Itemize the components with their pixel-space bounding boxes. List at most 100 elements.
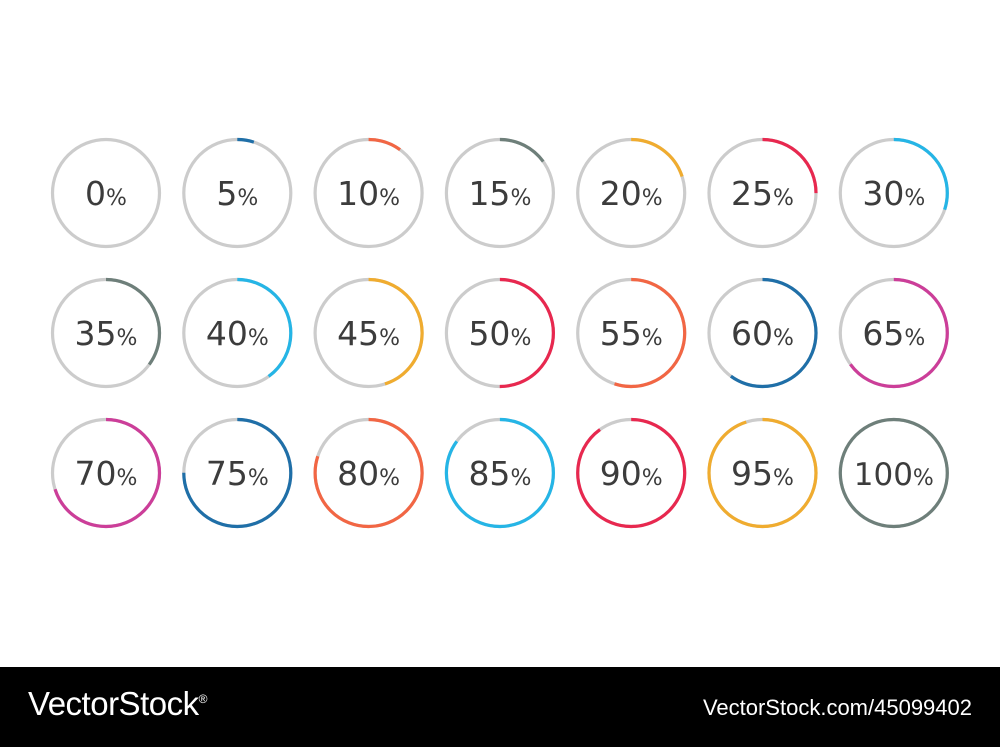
progress-ring-0: 0% xyxy=(50,137,162,249)
ring-label: 65% xyxy=(862,314,925,353)
ring-percent-sign: % xyxy=(773,326,794,351)
ring-percent-sign: % xyxy=(904,326,925,351)
ring-value: 0 xyxy=(85,174,106,213)
ring-percent-sign: % xyxy=(642,186,663,211)
ring-label: 60% xyxy=(731,314,794,353)
ring-progress-arc xyxy=(576,277,687,389)
watermark-footer: VectorStock® VectorStock.com/45099402 xyxy=(0,667,1000,747)
progress-ring-5: 5% xyxy=(182,137,293,249)
progress-ring-95: 95% xyxy=(707,417,818,529)
ring-label: 10% xyxy=(337,174,400,213)
progress-ring-85: 85% xyxy=(444,417,555,529)
ring-label: 45% xyxy=(337,314,400,353)
progress-ring-50: 50% xyxy=(444,277,555,389)
ring-label: 90% xyxy=(600,454,663,493)
ring-percent-sign: % xyxy=(379,326,400,351)
ring-value: 15 xyxy=(468,174,510,213)
ring-label: 75% xyxy=(206,454,269,493)
progress-ring-40: 40% xyxy=(182,277,293,389)
ring-label: 15% xyxy=(468,174,531,213)
ring-label: 95% xyxy=(731,454,794,493)
ring-value: 30 xyxy=(862,174,904,213)
ring-percent-sign: % xyxy=(510,186,531,211)
progress-ring-100: 100% xyxy=(838,417,949,529)
ring-progress-arc xyxy=(707,137,818,249)
ring-label: 30% xyxy=(862,174,925,213)
ring-percent-sign: % xyxy=(642,326,663,351)
ring-progress-arc xyxy=(50,417,162,529)
progress-ring-35: 35% xyxy=(50,277,162,389)
brand-name: VectorStock xyxy=(28,685,199,722)
ring-value: 55 xyxy=(600,314,642,353)
ring-label: 5% xyxy=(216,174,258,213)
ring-value: 50 xyxy=(468,314,510,353)
ring-percent-sign: % xyxy=(117,466,138,491)
ring-percent-sign: % xyxy=(117,326,138,351)
ring-label: 100% xyxy=(854,457,934,493)
ring-value: 40 xyxy=(206,314,248,353)
ring-label: 40% xyxy=(206,314,269,353)
brand-mark: ® xyxy=(198,692,208,706)
progress-ring-80: 80% xyxy=(313,417,424,529)
ring-progress-arc xyxy=(838,417,949,529)
progress-ring-55: 55% xyxy=(576,277,687,389)
ring-progress-arc xyxy=(313,417,424,529)
ring-value: 5 xyxy=(216,174,237,213)
ring-value: 70 xyxy=(75,454,117,493)
ring-progress-arc xyxy=(182,417,293,529)
ring-value: 100 xyxy=(854,457,913,493)
ring-progress-arc xyxy=(313,277,424,389)
ring-percent-sign: % xyxy=(904,186,925,211)
ring-percent-sign: % xyxy=(773,466,794,491)
ring-progress-arc xyxy=(576,137,687,249)
ring-progress-arc xyxy=(707,277,818,389)
progress-ring-60: 60% xyxy=(707,277,818,389)
progress-ring-75: 75% xyxy=(182,417,293,529)
ring-label: 25% xyxy=(731,174,794,213)
ring-progress-arc xyxy=(576,417,687,529)
ring-percent-sign: % xyxy=(106,186,127,211)
ring-progress-arc xyxy=(444,277,555,389)
ring-label: 85% xyxy=(468,454,531,493)
ring-progress-arc xyxy=(838,277,949,389)
progress-ring-grid: 0% 5% 10% 15% 20% 25% 30%35% 40% 45% 50% 55% 60% 65%… xyxy=(50,137,949,529)
ring-value: 95 xyxy=(731,454,773,493)
ring-percent-sign: % xyxy=(510,466,531,491)
ring-value: 10 xyxy=(337,174,379,213)
ring-track xyxy=(50,137,162,249)
progress-ring-70: 70% xyxy=(50,417,162,529)
ring-progress-arc xyxy=(313,137,424,249)
ring-percent-sign: % xyxy=(379,186,400,211)
ring-label: 20% xyxy=(600,174,663,213)
brand-logo: VectorStock® xyxy=(28,685,207,723)
progress-ring-30: 30% xyxy=(838,137,949,249)
progress-ring-65: 65% xyxy=(838,277,949,389)
ring-progress-arc xyxy=(444,417,555,529)
progress-ring-10: 10% xyxy=(313,137,424,249)
progress-ring-45: 45% xyxy=(313,277,424,389)
ring-value: 35 xyxy=(75,314,117,353)
ring-percent-sign: % xyxy=(510,326,531,351)
progress-ring-20: 20% xyxy=(576,137,687,249)
ring-value: 85 xyxy=(468,454,510,493)
ring-label: 0% xyxy=(85,174,127,213)
ring-label: 70% xyxy=(75,454,138,493)
ring-progress-arc xyxy=(50,277,162,389)
ring-percent-sign: % xyxy=(237,186,258,211)
ring-value: 65 xyxy=(862,314,904,353)
ring-progress-arc xyxy=(182,277,293,389)
ring-value: 75 xyxy=(206,454,248,493)
ring-value: 25 xyxy=(731,174,773,213)
ring-value: 60 xyxy=(731,314,773,353)
ring-percent-sign: % xyxy=(642,466,663,491)
ring-value: 80 xyxy=(337,454,379,493)
ring-progress-arc xyxy=(707,417,818,529)
ring-value: 45 xyxy=(337,314,379,353)
ring-progress-arc xyxy=(182,137,293,249)
ring-value: 20 xyxy=(600,174,642,213)
ring-percent-sign: % xyxy=(248,326,269,351)
progress-ring-90: 90% xyxy=(576,417,687,529)
ring-percent-sign: % xyxy=(913,466,934,491)
ring-percent-sign: % xyxy=(773,186,794,211)
ring-progress-arc xyxy=(444,137,555,249)
